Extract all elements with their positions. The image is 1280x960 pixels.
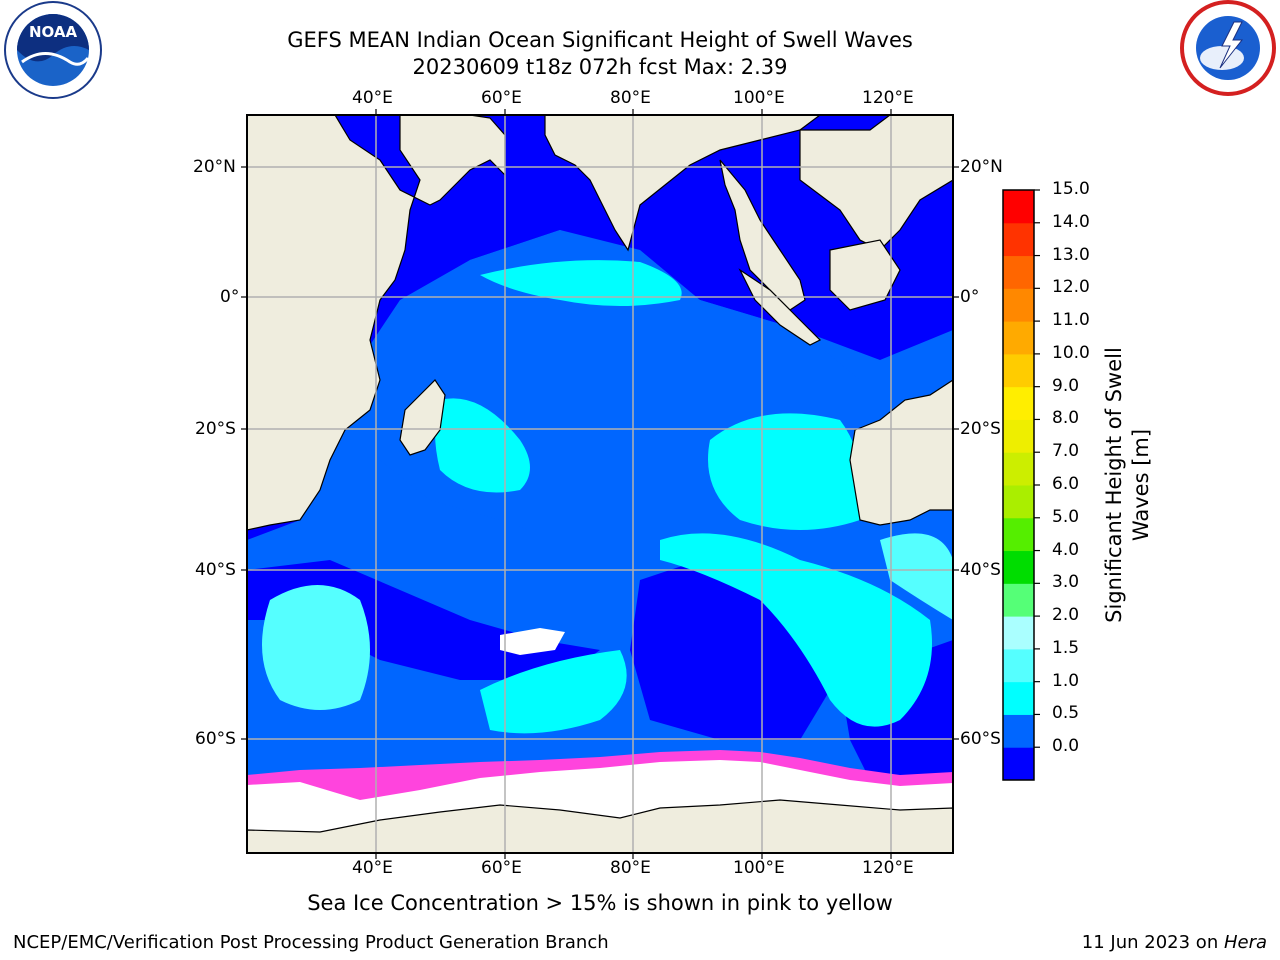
colorbar-bin [1003, 747, 1034, 781]
colorbar-title: Significant Height of Swell Waves [m] [1101, 325, 1155, 645]
lat-tick-right-20n: 20°N [960, 157, 1003, 177]
colorbar-tick-label: 5.0 [1052, 506, 1080, 527]
colorbar [1002, 189, 1040, 781]
colorbar-title-line2: Waves [m] [1129, 428, 1153, 542]
colorbar-bin [1003, 517, 1034, 552]
colorbar-bin [1003, 648, 1034, 683]
sea-ice-caption: Sea Ice Concentration > 15% is shown in … [307, 891, 893, 915]
colorbar-tick-label: 11.0 [1052, 310, 1090, 331]
low-swell-north [247, 115, 953, 540]
lon-tick-bottom-60e: 60°E [481, 858, 522, 878]
cyan-band-far-east [880, 533, 953, 620]
footer-date: 11 Jun 2023 on [1081, 932, 1224, 953]
colorbar-title-line1: Significant Height of Swell [1102, 347, 1126, 623]
svg-text:NOAA: NOAA [29, 23, 78, 41]
lon-tick-top-60e: 60°E [481, 88, 522, 108]
nws-logo [1176, 0, 1280, 100]
lon-tick-bottom-80e: 80°E [610, 858, 651, 878]
colorbar-tick-label: 6.0 [1052, 474, 1080, 494]
colorbar-bin [1003, 386, 1034, 420]
cyan-band-west [435, 398, 530, 493]
lat-tick-left-20s: 20°S [195, 419, 236, 439]
cyan-band-southeast [660, 533, 932, 727]
lon-tick-top-100e: 100°E [733, 88, 785, 108]
lon-tick-top-120e: 120°E [862, 88, 914, 108]
lat-tick-left-20n: 20°N [193, 157, 236, 177]
lon-tick-top-40e: 40°E [352, 88, 393, 108]
footer-right: 11 Jun 2023 on Hera [1082, 932, 1267, 953]
low-swell-southeast [630, 560, 830, 740]
colorbar-bin [1003, 255, 1034, 289]
footer-left: NCEP/EMC/Verification Post Processing Pr… [13, 932, 609, 953]
land-kerguelen [500, 628, 565, 655]
colorbar-tick-label: 1.0 [1052, 670, 1080, 691]
colorbar-tick-label: 10.0 [1052, 342, 1090, 363]
colorbar-bin [1003, 452, 1034, 486]
lon-tick-top-80e: 80°E [610, 88, 651, 108]
colorbar-tick-label: 0.0 [1052, 736, 1080, 757]
colorbar-tick-label: 12.0 [1052, 277, 1090, 298]
lon-tick-bottom-100e: 100°E [733, 858, 785, 878]
colorbar-bin [1003, 288, 1034, 322]
colorbar-tick-label: 9.0 [1052, 375, 1080, 396]
lon-tick-bottom-40e: 40°E [352, 858, 393, 878]
map-title-line2: 20230609 t18z 072h fcst Max: 2.39 [412, 55, 788, 79]
colorbar-bin [1003, 419, 1034, 453]
colorbar-tick-label: 14.0 [1052, 211, 1090, 232]
colorbar-bin [1003, 222, 1034, 257]
land-australia [849, 379, 953, 526]
lat-tick-left-40s: 40°S [195, 560, 236, 580]
land-india [544, 115, 821, 252]
colorbar-bin [1003, 485, 1034, 519]
cyan-band-southwest [262, 585, 370, 710]
colorbar-bin [1003, 681, 1034, 715]
colorbar-bin [1003, 714, 1034, 748]
colorbar-bin [1003, 616, 1034, 650]
colorbar-bin [1003, 583, 1034, 617]
lat-tick-left-60s: 60°S [195, 729, 236, 749]
land-indochina [799, 115, 953, 251]
colorbar-tick-label: 0.5 [1052, 703, 1080, 724]
colorbar-bin [1003, 321, 1034, 355]
colorbar-tick-label: 7.0 [1052, 441, 1080, 462]
land-antarctica [247, 799, 953, 853]
lon-tick-bottom-120e: 120°E [862, 858, 914, 878]
colorbar-tick-label: 15.0 [1052, 179, 1090, 199]
footer-host: Hera [1223, 932, 1267, 953]
colorbar-tick-label: 3.0 [1052, 572, 1080, 593]
colorbar-tick-label: 13.0 [1052, 244, 1090, 265]
cyan-band-equatorial [480, 260, 682, 306]
colorbar-tick-label: 4.0 [1052, 539, 1080, 560]
land-africa [247, 115, 506, 531]
lat-tick-left-0: 0° [220, 287, 240, 307]
land-sumatra [738, 268, 822, 346]
colorbar-bin [1003, 353, 1034, 388]
colorbar-tick-label: 2.0 [1052, 605, 1080, 626]
cyan-band-east [708, 413, 863, 530]
colorbar-bin [1003, 190, 1034, 224]
map-frame [246, 114, 954, 854]
lat-tick-right-60s: 60°S [960, 729, 1001, 749]
cyan-band-south [480, 650, 627, 734]
lat-tick-right-0: 0° [960, 287, 980, 307]
colorbar-bin [1003, 550, 1034, 584]
land-madagascar [399, 379, 446, 456]
noaa-logo: NOAA [0, 0, 110, 100]
lat-tick-right-40s: 40°S [960, 560, 1001, 580]
land-borneo [829, 239, 901, 311]
colorbar-tick-label: 1.5 [1052, 637, 1080, 658]
colorbar-tick-label: 8.0 [1052, 408, 1080, 429]
lat-tick-right-20s: 20°S [960, 419, 1001, 439]
graticule [247, 115, 953, 853]
map-title-line1: GEFS MEAN Indian Ocean Significant Heigh… [287, 28, 913, 52]
